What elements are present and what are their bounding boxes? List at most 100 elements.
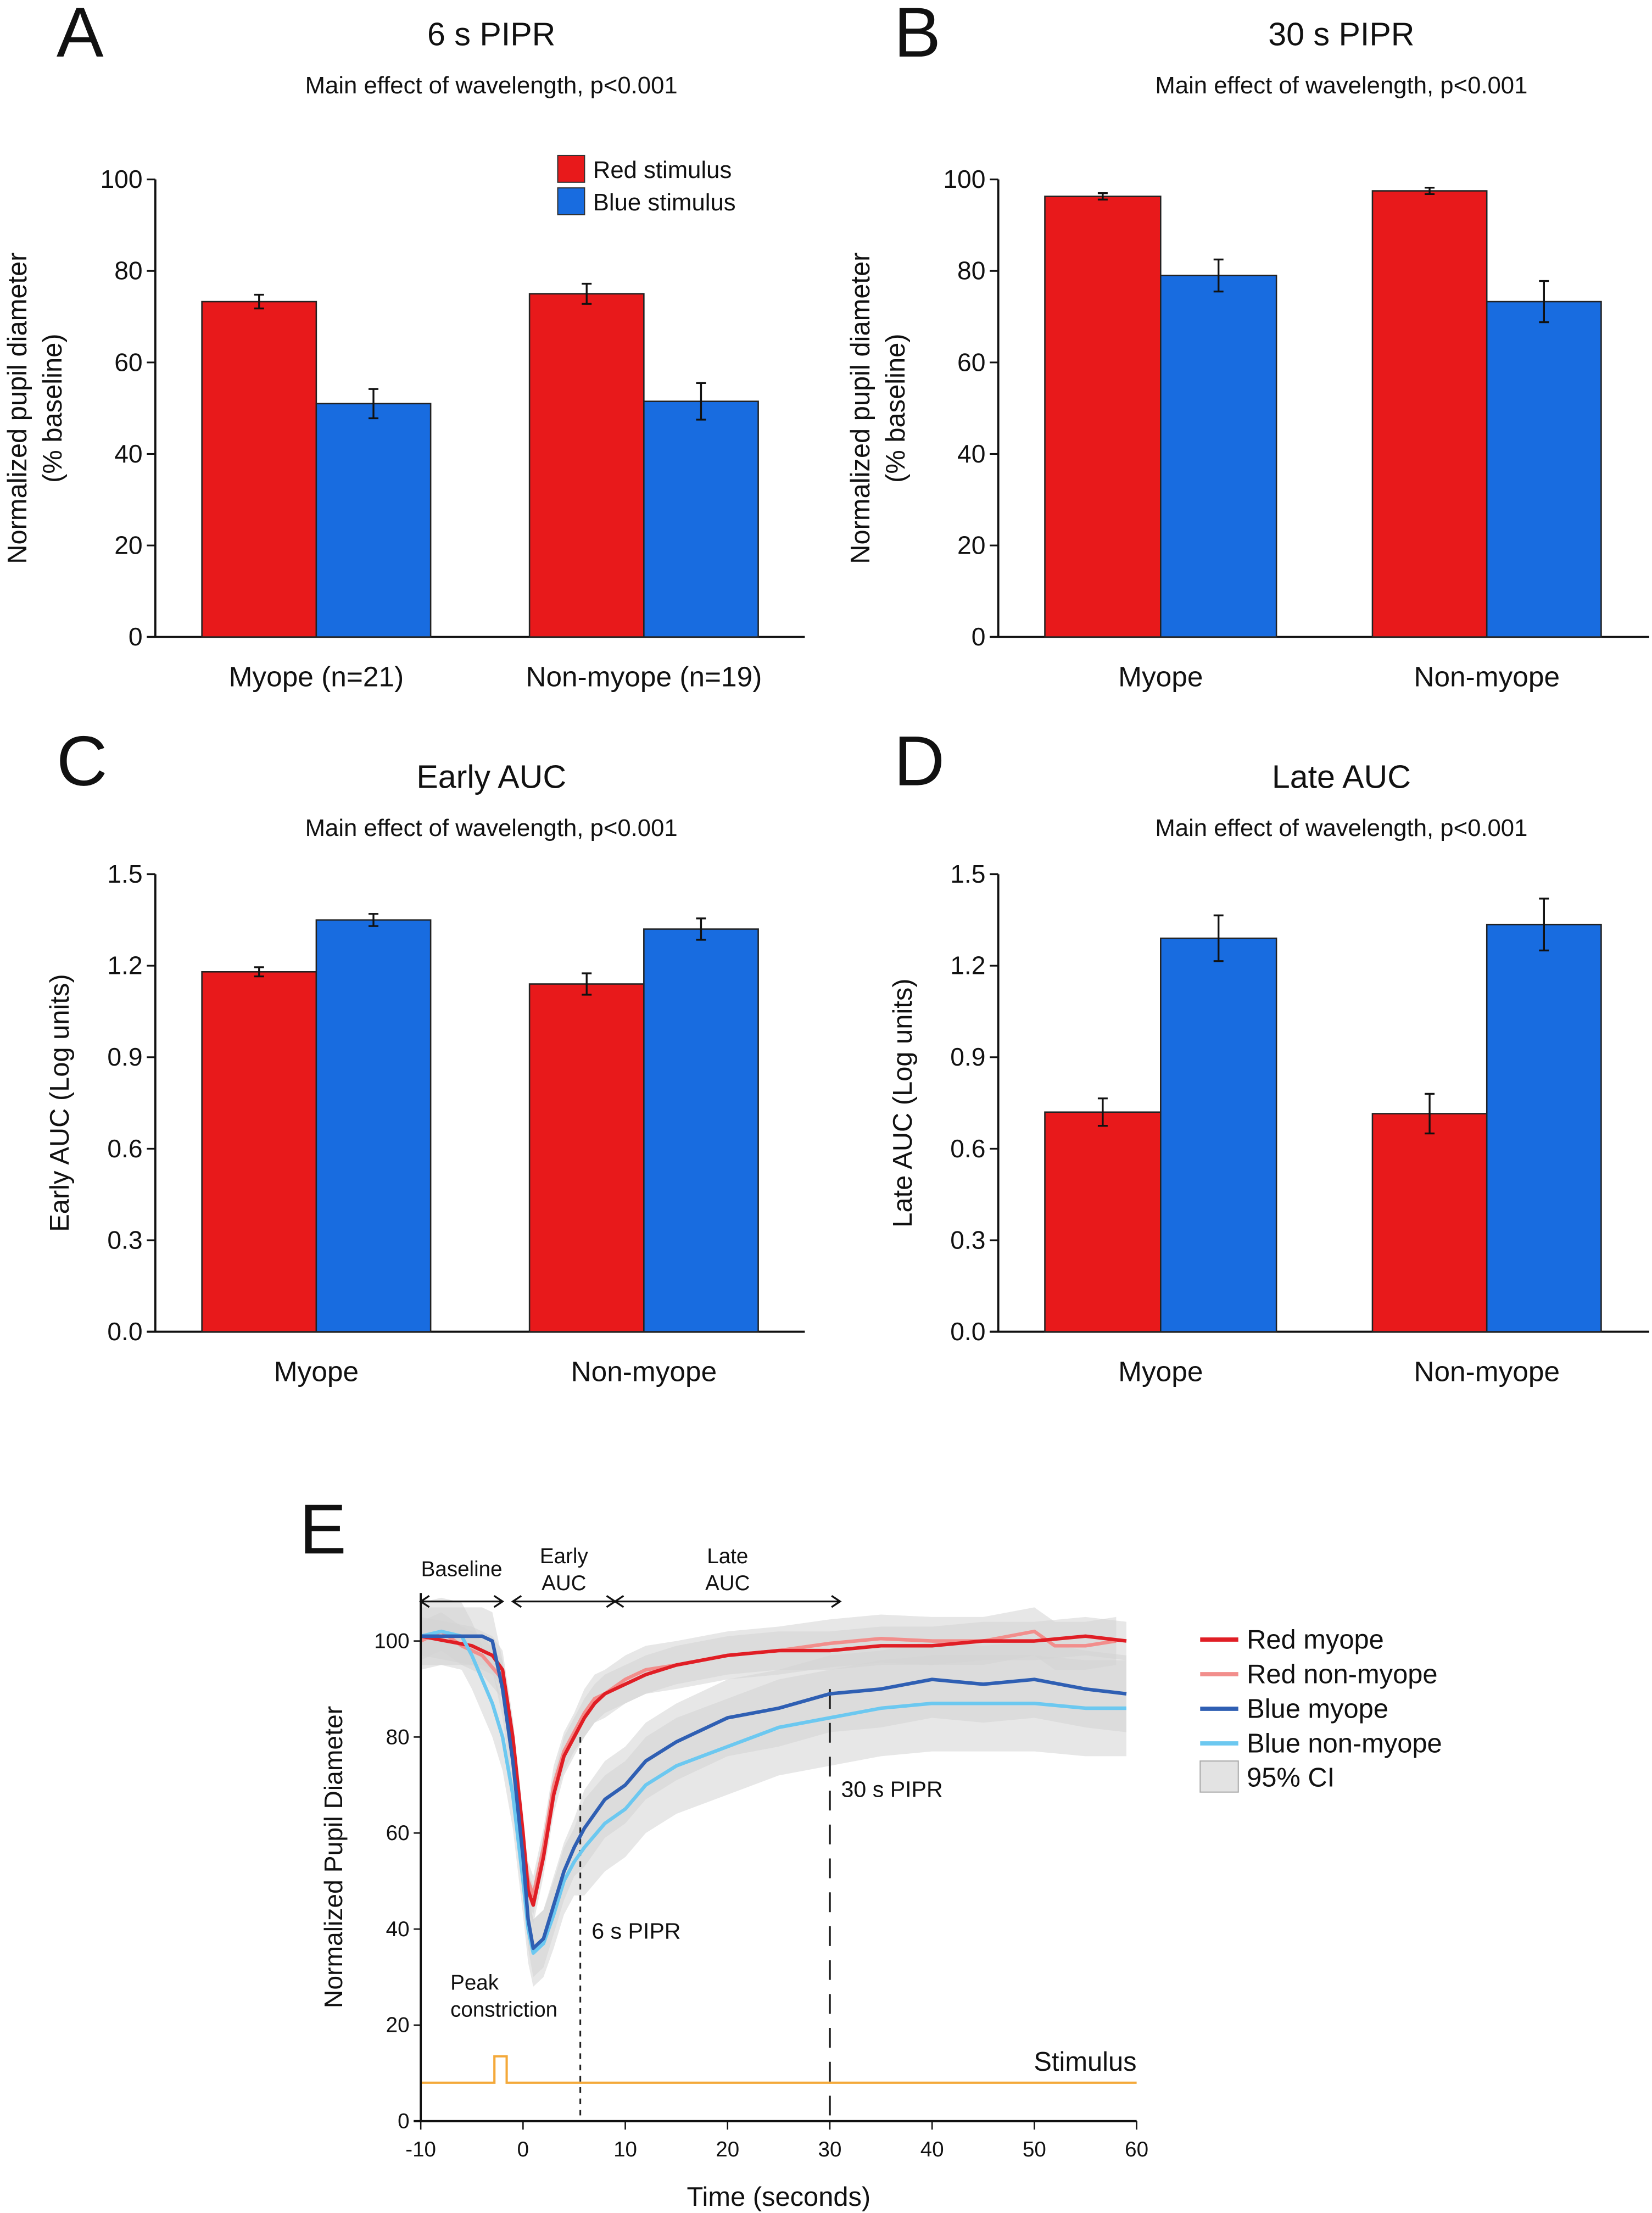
bar xyxy=(1044,196,1162,638)
bar xyxy=(528,983,645,1333)
y-axis-label: Normalized pupil diameter xyxy=(846,253,875,564)
y-tick-label: 0.0 xyxy=(950,1317,985,1346)
ci-band xyxy=(421,1597,1126,1987)
x-tick-label: Non-myope (n=19) xyxy=(526,661,762,693)
y-tick-label: 0.9 xyxy=(950,1043,985,1071)
x-tick-label: Myope (n=21) xyxy=(229,661,404,693)
chart-subtitle: Main effect of wavelength, p<0.001 xyxy=(305,815,678,841)
error-bar xyxy=(1539,280,1549,324)
legend-label: Blue myope xyxy=(1247,1694,1388,1724)
bar xyxy=(1371,190,1488,638)
x-tick-label: -10 xyxy=(405,2138,436,2161)
y-tick-label: 0 xyxy=(972,622,986,651)
y-tick-label: 0.3 xyxy=(107,1225,142,1254)
error-bar xyxy=(1213,258,1224,293)
peak-constriction-label: Peak xyxy=(450,1971,499,1995)
y-axis-label: Normalized pupil diameter xyxy=(3,253,32,564)
panel-a: 6 s PIPR Main effect of wavelength, p<0.0… xyxy=(3,15,805,693)
x-tick-label: 0 xyxy=(517,2138,529,2161)
y-tick-label: 1.2 xyxy=(950,951,985,980)
legend-swatch xyxy=(557,187,585,215)
ci-band xyxy=(421,1607,1117,1915)
y-tick-label: 80 xyxy=(386,1725,410,1749)
error-bar xyxy=(1213,914,1224,962)
y-tick-label: 0.3 xyxy=(950,1225,985,1254)
stimulus-label: Stimulus xyxy=(1034,2047,1136,2077)
bar xyxy=(1371,1113,1488,1333)
bar xyxy=(528,293,645,638)
y-tick-label: 0.6 xyxy=(950,1134,985,1163)
bar xyxy=(1486,300,1602,638)
y-tick-label: 20 xyxy=(386,2014,410,2037)
bar xyxy=(1044,1111,1162,1333)
y-tick-label: 100 xyxy=(374,1629,409,1653)
chart-title: 30 s PIPR xyxy=(1268,15,1414,52)
y-tick-label: 80 xyxy=(957,257,985,285)
interval-label: Early xyxy=(540,1545,589,1568)
panel-c: Early AUC Main effect of wavelength, p<0.… xyxy=(45,759,805,1387)
y-axis-label: Early AUC (Log units) xyxy=(45,974,75,1231)
x-tick-label: Myope xyxy=(274,1356,359,1387)
pipr-6s-label: 6 s PIPR xyxy=(591,1919,680,1944)
y-axis-label: (% baseline) xyxy=(881,333,911,482)
error-bar xyxy=(696,382,706,421)
error-bar xyxy=(1425,187,1435,196)
y-tick-label: 20 xyxy=(957,531,985,559)
series-line-blue-non-myope xyxy=(420,1629,1126,1955)
error-bar xyxy=(254,966,264,978)
y-tick-label: 1.5 xyxy=(107,860,142,888)
error-bar xyxy=(1539,898,1549,952)
x-tick-label: 40 xyxy=(920,2138,944,2161)
legend-label: Red non-myope xyxy=(1247,1660,1437,1690)
bar xyxy=(315,919,432,1333)
y-tick-label: 0.6 xyxy=(107,1134,142,1163)
interval-label: Baseline xyxy=(421,1557,503,1581)
chart-title: Late AUC xyxy=(1272,759,1411,795)
error-bar xyxy=(1097,1097,1108,1127)
x-tick-label: 50 xyxy=(1023,2138,1046,2161)
interval-label: AUC xyxy=(705,1571,750,1595)
chart-subtitle: Main effect of wavelength, p<0.001 xyxy=(1155,72,1527,99)
interval-arrow xyxy=(419,1595,505,1608)
x-tick-label: Myope xyxy=(1118,661,1203,693)
panel-letter-a: A xyxy=(57,0,104,72)
y-tick-label: 0 xyxy=(398,2110,409,2133)
y-tick-label: 1.2 xyxy=(107,951,142,980)
bar xyxy=(1160,937,1277,1333)
error-bar xyxy=(1097,192,1108,201)
y-tick-label: 80 xyxy=(114,257,142,285)
legend-swatch xyxy=(557,154,585,183)
x-tick-label: Non-myope xyxy=(571,1356,717,1387)
y-tick-label: 0.0 xyxy=(107,1317,142,1346)
x-axis-label: Time (seconds) xyxy=(687,2182,871,2212)
peak-constriction-label: constriction xyxy=(450,1998,557,2021)
legend-swatch-ci xyxy=(1199,1760,1239,1793)
panel-letter-e: E xyxy=(299,1490,347,1569)
legend-label: Red myope xyxy=(1247,1625,1384,1655)
error-bar xyxy=(582,282,592,305)
interval-arrow xyxy=(613,1595,842,1608)
chart-title: 6 s PIPR xyxy=(427,15,555,52)
panel-letter-c: C xyxy=(57,722,108,801)
y-tick-label: 0.9 xyxy=(107,1043,142,1071)
error-bar xyxy=(582,972,592,996)
panel-d: Late AUC Main effect of wavelength, p<0.0… xyxy=(888,759,1649,1387)
series-line-red-myope xyxy=(420,1634,1127,1907)
x-tick-label: 60 xyxy=(1125,2138,1148,2161)
y-tick-label: 0 xyxy=(129,622,143,651)
y-tick-label: 60 xyxy=(114,348,142,376)
bar xyxy=(315,403,432,638)
error-bar xyxy=(254,293,264,310)
legend-label: Red stimulus xyxy=(593,157,732,183)
x-tick-label: Non-myope xyxy=(1414,661,1560,693)
chart-title: Early AUC xyxy=(416,759,566,795)
series-line-blue-myope xyxy=(421,1634,1127,1950)
interval-label: Late xyxy=(707,1545,748,1568)
x-tick-label: 10 xyxy=(613,2138,637,2161)
y-tick-label: 40 xyxy=(114,439,142,468)
interval-label: AUC xyxy=(542,1571,586,1595)
panel-letter-b: B xyxy=(894,0,941,72)
y-tick-label: 100 xyxy=(943,165,985,193)
